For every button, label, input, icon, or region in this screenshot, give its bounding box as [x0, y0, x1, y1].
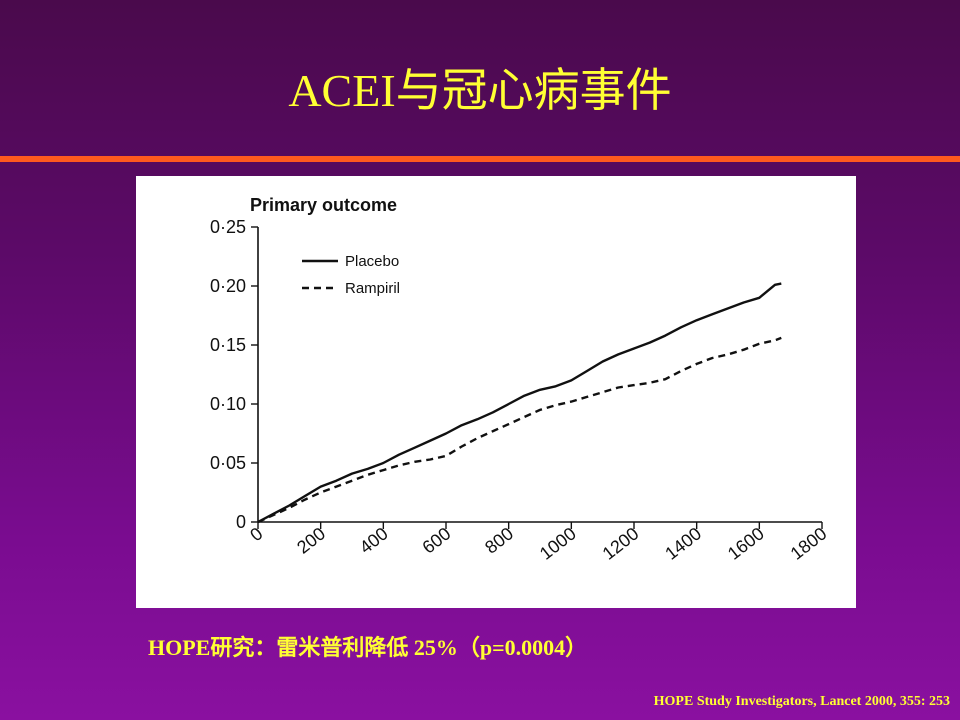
y-axis-ticks: 0 0·05 0·10 0·15 0·20 0·25: [210, 217, 258, 532]
x-tick-label: 1200: [599, 523, 643, 563]
y-tick-label: 0·20: [210, 276, 246, 296]
x-tick-label: 600: [418, 523, 454, 557]
chart-axes: [257, 227, 822, 523]
y-tick-label: 0: [236, 512, 246, 532]
primary-outcome-chart: Primary outcome 0 0·05 0·10 0·15 0·20 0·25 0 2…: [210, 195, 830, 564]
chart-title: Primary outcome: [250, 195, 397, 215]
y-tick-label: 0·10: [210, 394, 246, 414]
legend-label-rampiril: Rampiril: [345, 280, 400, 297]
series-line-placebo: [257, 282, 782, 524]
x-tick-label: 400: [356, 523, 392, 557]
chart-panel: Primary outcome 0 0·05 0·10 0·15 0·20 0·25 0 2…: [136, 176, 856, 608]
x-tick-label: 1400: [661, 523, 705, 563]
slide-title: ACEI与冠心病事件: [288, 65, 672, 116]
x-tick-label: 800: [481, 523, 517, 557]
chart-legend: Placebo Rampiril: [302, 253, 400, 297]
y-tick-label: 0·15: [210, 335, 246, 355]
legend-label-placebo: Placebo: [345, 253, 399, 270]
x-tick-label: 0: [246, 523, 266, 545]
x-tick-label: 1600: [724, 523, 768, 563]
title-divider: [0, 156, 960, 162]
x-tick-label: 1800: [787, 523, 831, 563]
x-tick-label: 1000: [536, 523, 580, 563]
x-axis-ticks: 0 200 400 600 800 1000 1200 1400 1600 1800: [246, 522, 830, 564]
study-caption: HOPE研究：雷米普利降低 25%（p=0.0004）: [148, 635, 588, 660]
citation: HOPE Study Investigators, Lancet 2000, 3…: [653, 694, 950, 709]
x-tick-label: 200: [293, 523, 329, 557]
series-line-rampiril: [257, 336, 782, 524]
y-tick-label: 0·25: [210, 217, 246, 237]
series-group: [257, 282, 782, 524]
y-tick-label: 0·05: [210, 453, 246, 473]
